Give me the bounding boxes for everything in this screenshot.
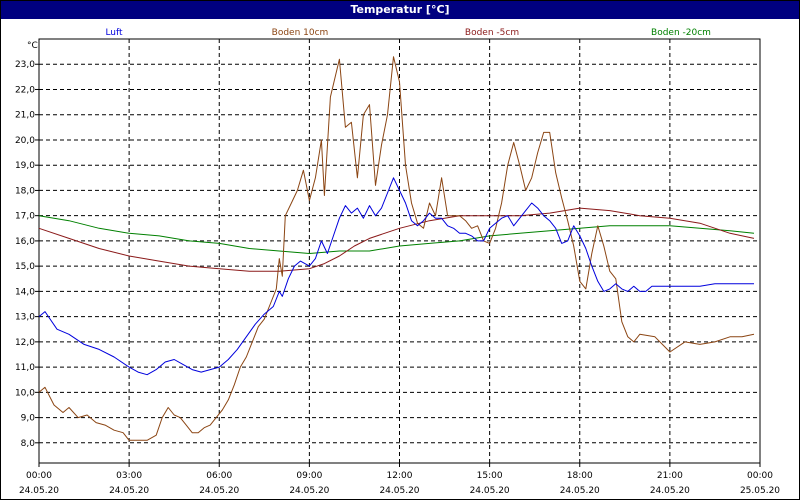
x-tick-time-label: 00:00 [26,471,52,481]
x-tick-date-label: 24.05.20 [109,486,149,496]
y-unit-label: °C [27,41,38,51]
x-tick-date-label: 24.05.20 [289,486,329,496]
x-tick-time-label: 18:00 [567,471,593,481]
chart-title: Temperatur [°C] [1,1,799,19]
series-line-boden-20cm [38,215,755,254]
legend-boden-5cm: Boden -5cm [465,28,519,38]
x-tick-time-label: 15:00 [477,471,503,481]
y-tick-label: 17,0 [15,212,35,222]
y-tick-label: 19,0 [15,161,35,171]
x-tick-time-label: 12:00 [387,471,413,481]
x-tick-time-label: 09:00 [296,471,322,481]
legend-boden-20cm: Boden -20cm [651,28,711,38]
y-tick-label: 20,0 [15,136,35,146]
y-tick-label: 14,0 [15,287,35,297]
x-tick-date-label: 24.05.20 [199,486,239,496]
series-line-luft [38,177,754,376]
y-tick-label: 15,0 [15,262,35,272]
x-tick-date-label: 24.05.20 [560,486,600,496]
y-tick-label: 10,0 [15,388,35,398]
y-tick-label: 11,0 [15,363,35,373]
x-tick-time-label: 06:00 [206,471,232,481]
series-line-boden-10cm [38,56,755,441]
y-tick-label: 12,0 [15,338,35,348]
x-tick-time-label: 03:00 [116,471,142,481]
y-tick-label: 8,0 [21,439,36,449]
y-tick-label: 9,0 [21,414,36,424]
x-tick-date-label: 25.05.20 [740,486,780,496]
x-tick-date-label: 24.05.20 [470,486,510,496]
y-tick-label: 18,0 [15,186,35,196]
series-line-boden-5cm [38,207,755,272]
x-tick-date-label: 24.05.20 [19,486,59,496]
y-tick-label: 23,0 [15,60,35,70]
y-tick-label: 21,0 [15,111,35,121]
legend-boden-10cm: Boden 10cm [272,28,329,38]
x-tick-time-label: 00:00 [747,471,773,481]
y-tick-label: 22,0 [15,85,35,95]
legend-luft: Luft [105,28,123,38]
y-tick-label: 16,0 [15,237,35,247]
x-tick-date-label: 24.05.20 [379,486,419,496]
x-tick-time-label: 21:00 [657,471,683,481]
y-tick-label: 13,0 [15,313,35,323]
x-tick-date-label: 24.05.20 [650,486,690,496]
